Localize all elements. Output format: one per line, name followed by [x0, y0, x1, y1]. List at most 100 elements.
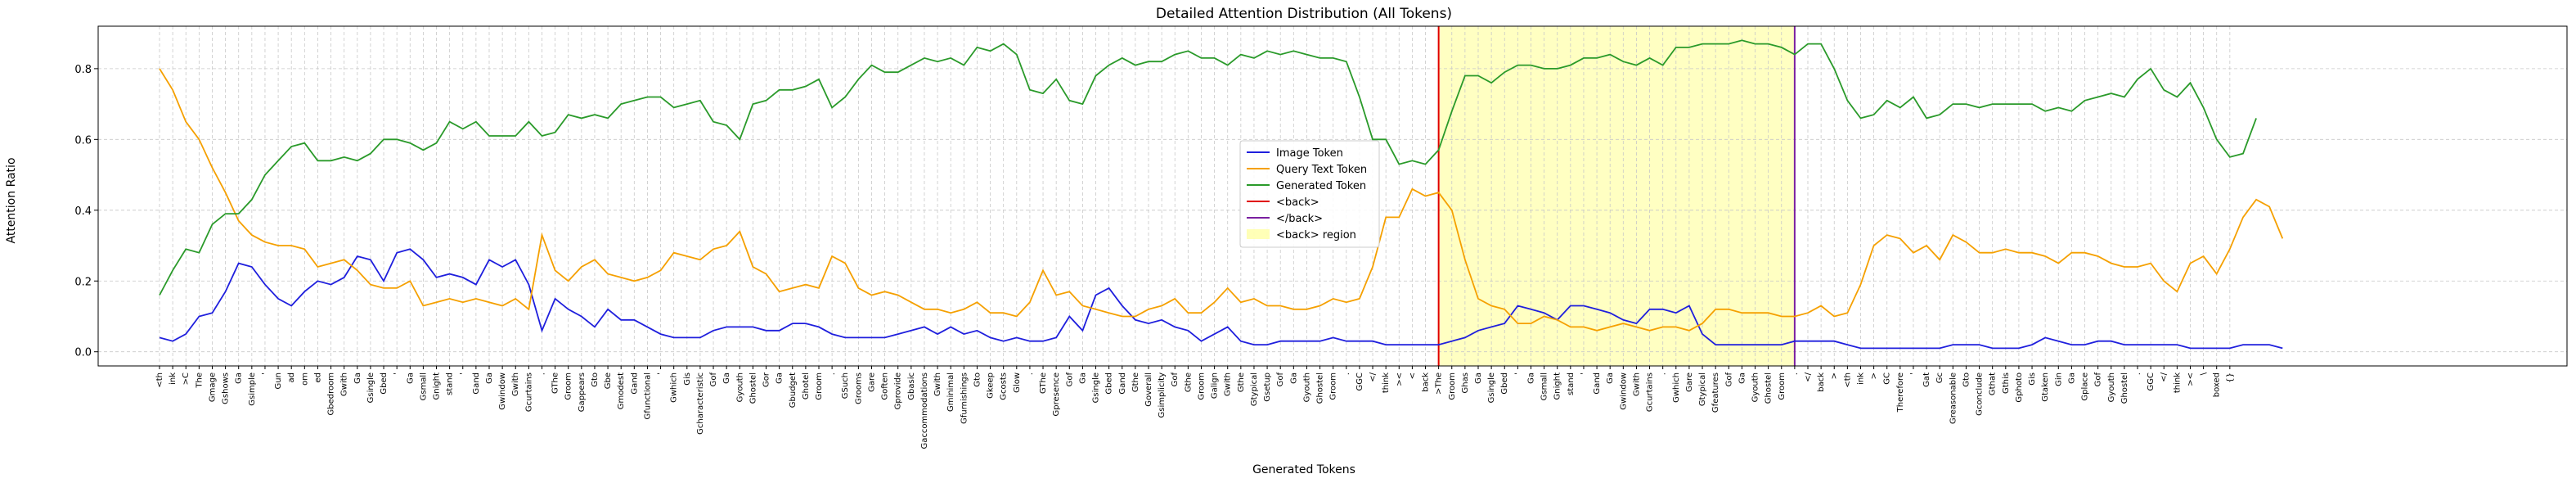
x-tick-label: < [1408, 372, 1417, 379]
x-tick-label: Gbasic [907, 372, 916, 400]
x-tick-label: Ga [1289, 372, 1298, 384]
x-tick-label: Gprovide [894, 372, 903, 409]
x-tick-label: {} [2226, 372, 2235, 383]
y-tick-label: 0.4 [74, 205, 92, 218]
x-tick-label: . [828, 372, 837, 375]
x-tick-label: Gare [867, 372, 876, 392]
x-tick-label: GSuch [841, 372, 850, 399]
x-tick-label: </ [2160, 372, 2169, 381]
back-region-layer [1438, 26, 1795, 366]
x-tick-label: Gbedroom [327, 372, 336, 415]
x-tick-label: Gand [1118, 372, 1127, 395]
legend-label: <back> [1276, 196, 1319, 209]
x-tick-label: Gat [1922, 372, 1931, 387]
x-axis-label: Generated Tokens [1252, 463, 1355, 476]
x-tick-label: back [1422, 372, 1431, 392]
x-tick-label: . [1342, 372, 1351, 375]
x-tick-label: Ga [1078, 372, 1087, 384]
x-tick-label: > [1870, 372, 1879, 379]
x-tick-label: Ga [1738, 372, 1747, 384]
x-tick-label: Ga [1474, 372, 1483, 384]
x-tick-label: Gsmall [419, 372, 428, 400]
x-tick-label: GGC [2147, 372, 2156, 390]
y-tick-label: 0.6 [74, 134, 92, 147]
x-tick-label: \ [2200, 372, 2209, 375]
x-tick-label: Gphoto [2015, 372, 2024, 403]
x-tick-label: Gfunctional [643, 372, 652, 420]
x-tick-label: Gand [472, 372, 481, 395]
x-tick-label: Gof [1276, 372, 1285, 387]
x-tick-label: Ghostel [1316, 372, 1325, 404]
x-tick-label: ' [1513, 372, 1522, 375]
x-tick-label: Gsingle [1487, 372, 1496, 403]
x-tick-label: Gthis [2002, 372, 2011, 394]
x-tick-label: think [2173, 372, 2182, 393]
x-tick-label: Gwhich [1672, 372, 1681, 403]
x-tick-label: Gbed [380, 372, 389, 395]
x-tick-label: Gplace [2081, 372, 2090, 401]
x-tick-label: Gpresence [1052, 372, 1061, 417]
chart-title: Detailed Attention Distribution (All Tok… [1156, 6, 1452, 22]
legend-box [1239, 140, 1380, 248]
x-tick-label: ' [1909, 372, 1918, 375]
x-tick-label: Gwith [340, 372, 349, 396]
x-tick-label: ' [1580, 372, 1589, 375]
x-tick-label: ink [1856, 372, 1865, 385]
x-tick-label: Gand [1593, 372, 1602, 395]
x-tick-label: Ga [1526, 372, 1535, 384]
x-tick-label: The [195, 372, 204, 389]
x-tick-label: <th [155, 372, 164, 388]
x-tick-label: Gconclude [1976, 372, 1985, 416]
x-tick-label: Goften [881, 372, 890, 400]
x-tick-label: Gthe [1131, 372, 1140, 392]
x-tick-label: Gnight [1553, 372, 1562, 400]
x-tick-label: Gun [274, 372, 283, 389]
x-tick-label: ' [393, 372, 402, 375]
legend: Image Token Query Text Token Generated Tok… [1239, 140, 1380, 248]
x-tick-label: . [1791, 372, 1800, 375]
series-line [159, 68, 2284, 332]
y-tick-label: 0.0 [74, 347, 92, 359]
x-tick-label: Gwith [1224, 372, 1233, 396]
x-tick-label: Gsimplicity [1158, 372, 1167, 418]
x-tick-label: Galign [1211, 372, 1220, 399]
x-tick-label: Gaccommodations [920, 372, 929, 449]
x-tick-label: Gmodest [617, 372, 626, 409]
x-tick-label: Gyouth [2107, 372, 2116, 402]
x-tick-label: Groom [815, 372, 824, 400]
x-tick-label: Groom [1778, 372, 1787, 400]
x-tick-label: Gmage [208, 372, 217, 402]
x-tick-label: Groom [564, 372, 573, 400]
y-axis-label: Attention Ratio [5, 157, 18, 243]
x-tick-label: Ga [353, 372, 362, 384]
x-tick-label: Ghostel [2120, 372, 2129, 404]
x-tick-label: Ga [235, 372, 244, 384]
x-tick-label: . [1659, 372, 1668, 375]
x-tick-label: Ghostel [749, 372, 758, 404]
legend-label: </back> [1276, 213, 1323, 225]
x-tick-label: Gis [683, 372, 692, 386]
y-tick-layer: 0.0 0.2 0.4 0.6 0.8 [74, 64, 98, 359]
x-tick-label: Gof [1171, 372, 1180, 387]
x-tick-label: Gsimple [248, 372, 257, 406]
x-tick-label: Gminimal [946, 372, 955, 412]
x-tick-label: Gto [973, 372, 982, 387]
x-tick-label: Gyouth [1751, 372, 1760, 402]
x-tick-label: Gare [1685, 372, 1694, 392]
x-tick-label: >C [182, 372, 191, 385]
x-tick-label: . [1026, 372, 1035, 375]
x-tick-label: Gof [2094, 372, 2103, 387]
x-tick-label: </ [1369, 372, 1378, 381]
x-tick-label: Gfurnishings [960, 372, 969, 424]
legend-label: Image Token [1276, 147, 1343, 160]
x-tick-label: GThe [1039, 372, 1048, 394]
legend-label: Query Text Token [1276, 164, 1367, 176]
x-tick-label: >< [1395, 372, 1404, 386]
x-tick-label: Gto [1962, 372, 1971, 387]
x-tick-label: Gof [1724, 372, 1733, 387]
x-tick-label: . [2133, 372, 2142, 375]
x-tick-label: Gcharacteristic [696, 372, 705, 435]
x-tick-label: Gto [591, 372, 600, 387]
x-tick-label: Groom [1197, 372, 1206, 400]
series-line [159, 39, 2257, 296]
